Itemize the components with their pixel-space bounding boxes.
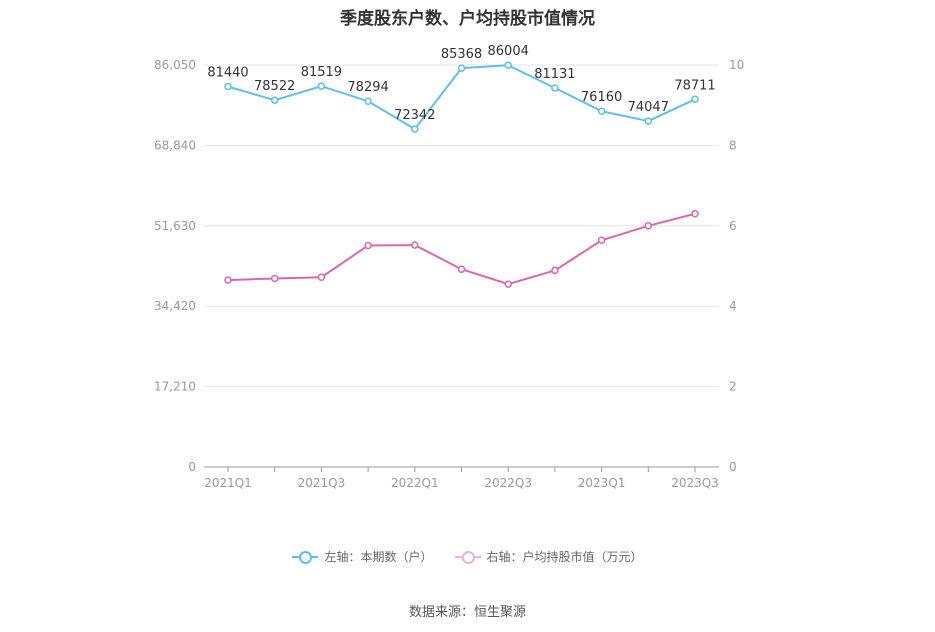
axes: 0 0 17,210 2 34,420 4 51,630 6 68,840 8 86,050 10 20… [154,58,744,490]
data-label: 78711 [674,78,715,93]
data-label: 72342 [394,108,435,123]
data-label: 78294 [347,80,388,95]
avg-holding-value-point [317,273,326,282]
right-axis-tick-label: 8 [729,138,737,152]
x-axis-tick-label: 2021Q3 [298,476,346,490]
right-axis-tick-label: 6 [729,219,737,233]
data-label: 81131 [534,67,575,82]
data-label: 86004 [488,44,529,59]
households-point [551,84,559,92]
left-axis-tick-label: 0 [188,460,196,474]
households-point [597,107,606,115]
avg-holding-value-point [644,222,653,230]
chart-title: 季度股东户数、户均持股市值情况 [340,9,595,29]
avg-holding-value-point [504,280,512,288]
legend-item-avg-holding-value[interactable]: 右轴：户均持股市值（万元） [454,548,643,565]
legend-label: 右轴：户均持股市值（万元） [486,550,643,564]
x-axis-tick-label: 2022Q3 [484,476,532,490]
avg-holding-value-point [224,276,232,284]
data-label: 81440 [207,66,248,81]
households-point [224,82,232,91]
right-axis-tick-label: 4 [729,299,737,313]
legend: 左轴：本期数（户） 右轴：户均持股市值（万元） [0,548,935,565]
avg-holding-value-point [597,236,606,245]
households-point [504,61,512,69]
households-point [364,97,372,105]
data-label: 74047 [628,100,669,115]
left-axis-tick-label: 68,840 [154,138,196,152]
data-labels: 81440 78522 81519 78294 72342 85368 86004 81131… [207,44,715,123]
data-label: 76160 [581,90,622,105]
avg-holding-value-point [270,274,279,283]
households-point [317,82,326,90]
source-note: 数据来源：恒生聚源 [408,605,526,620]
avg-holding-value-point [551,266,559,275]
legend-line-marker-icon [454,550,481,564]
legend-label: 左轴：本期数（户） [324,550,433,564]
right-axis-tick-label: 0 [729,460,737,474]
households-point [457,64,466,72]
left-axis-tick-label: 51,630 [154,219,196,233]
avg-holding-value-line [227,212,696,286]
households-point [411,125,419,133]
avg-holding-value-point [364,241,372,250]
data-label: 78522 [254,79,295,94]
x-axis-tick-label: 2023Q1 [578,476,626,490]
households-line [227,64,696,131]
data-label: 85368 [441,47,482,62]
x-axis-tick-label: 2022Q1 [391,476,439,490]
households-point [270,96,279,104]
households-point [691,95,699,104]
legend-item-households[interactable]: 左轴：本期数（户） [292,548,433,565]
left-axis-tick-label: 17,210 [154,380,196,394]
legend-line-marker-icon [292,550,319,564]
households-point [644,117,653,125]
left-axis-tick-label: 86,050 [154,58,196,72]
avg-holding-value-point [457,265,466,273]
data-label: 81519 [301,65,342,80]
avg-holding-value-point [691,209,699,218]
right-axis-tick-label: 2 [729,380,737,394]
left-axis-tick-label: 34,420 [154,299,196,313]
x-axis-tick-label: 2023Q3 [671,476,719,490]
avg-holding-value-point [411,241,419,249]
series [224,61,699,288]
x-axis-tick-label: 2021Q1 [204,476,252,490]
right-axis-tick-label: 10 [729,58,744,72]
